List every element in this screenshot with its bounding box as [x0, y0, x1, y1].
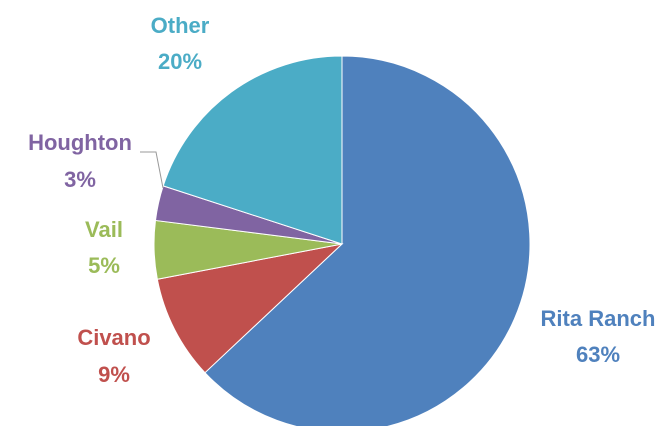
slice-value-label: 5% [88, 253, 120, 278]
leader-line [140, 151, 164, 189]
slice-value-label: 9% [98, 362, 130, 387]
slice-value-label: 63% [576, 342, 620, 367]
slice-label: Houghton [28, 130, 132, 155]
pie-slice [204, 55, 531, 426]
slice-label: Other [151, 13, 210, 38]
slice-label: Rita Ranch [541, 306, 656, 331]
slice-value-label: 20% [158, 49, 202, 74]
pie-slice [162, 55, 343, 245]
slice-label: Civano [77, 325, 150, 350]
slice-label: Vail [85, 217, 123, 242]
slice-value-label: 3% [64, 167, 96, 192]
pie-slice [156, 243, 344, 374]
